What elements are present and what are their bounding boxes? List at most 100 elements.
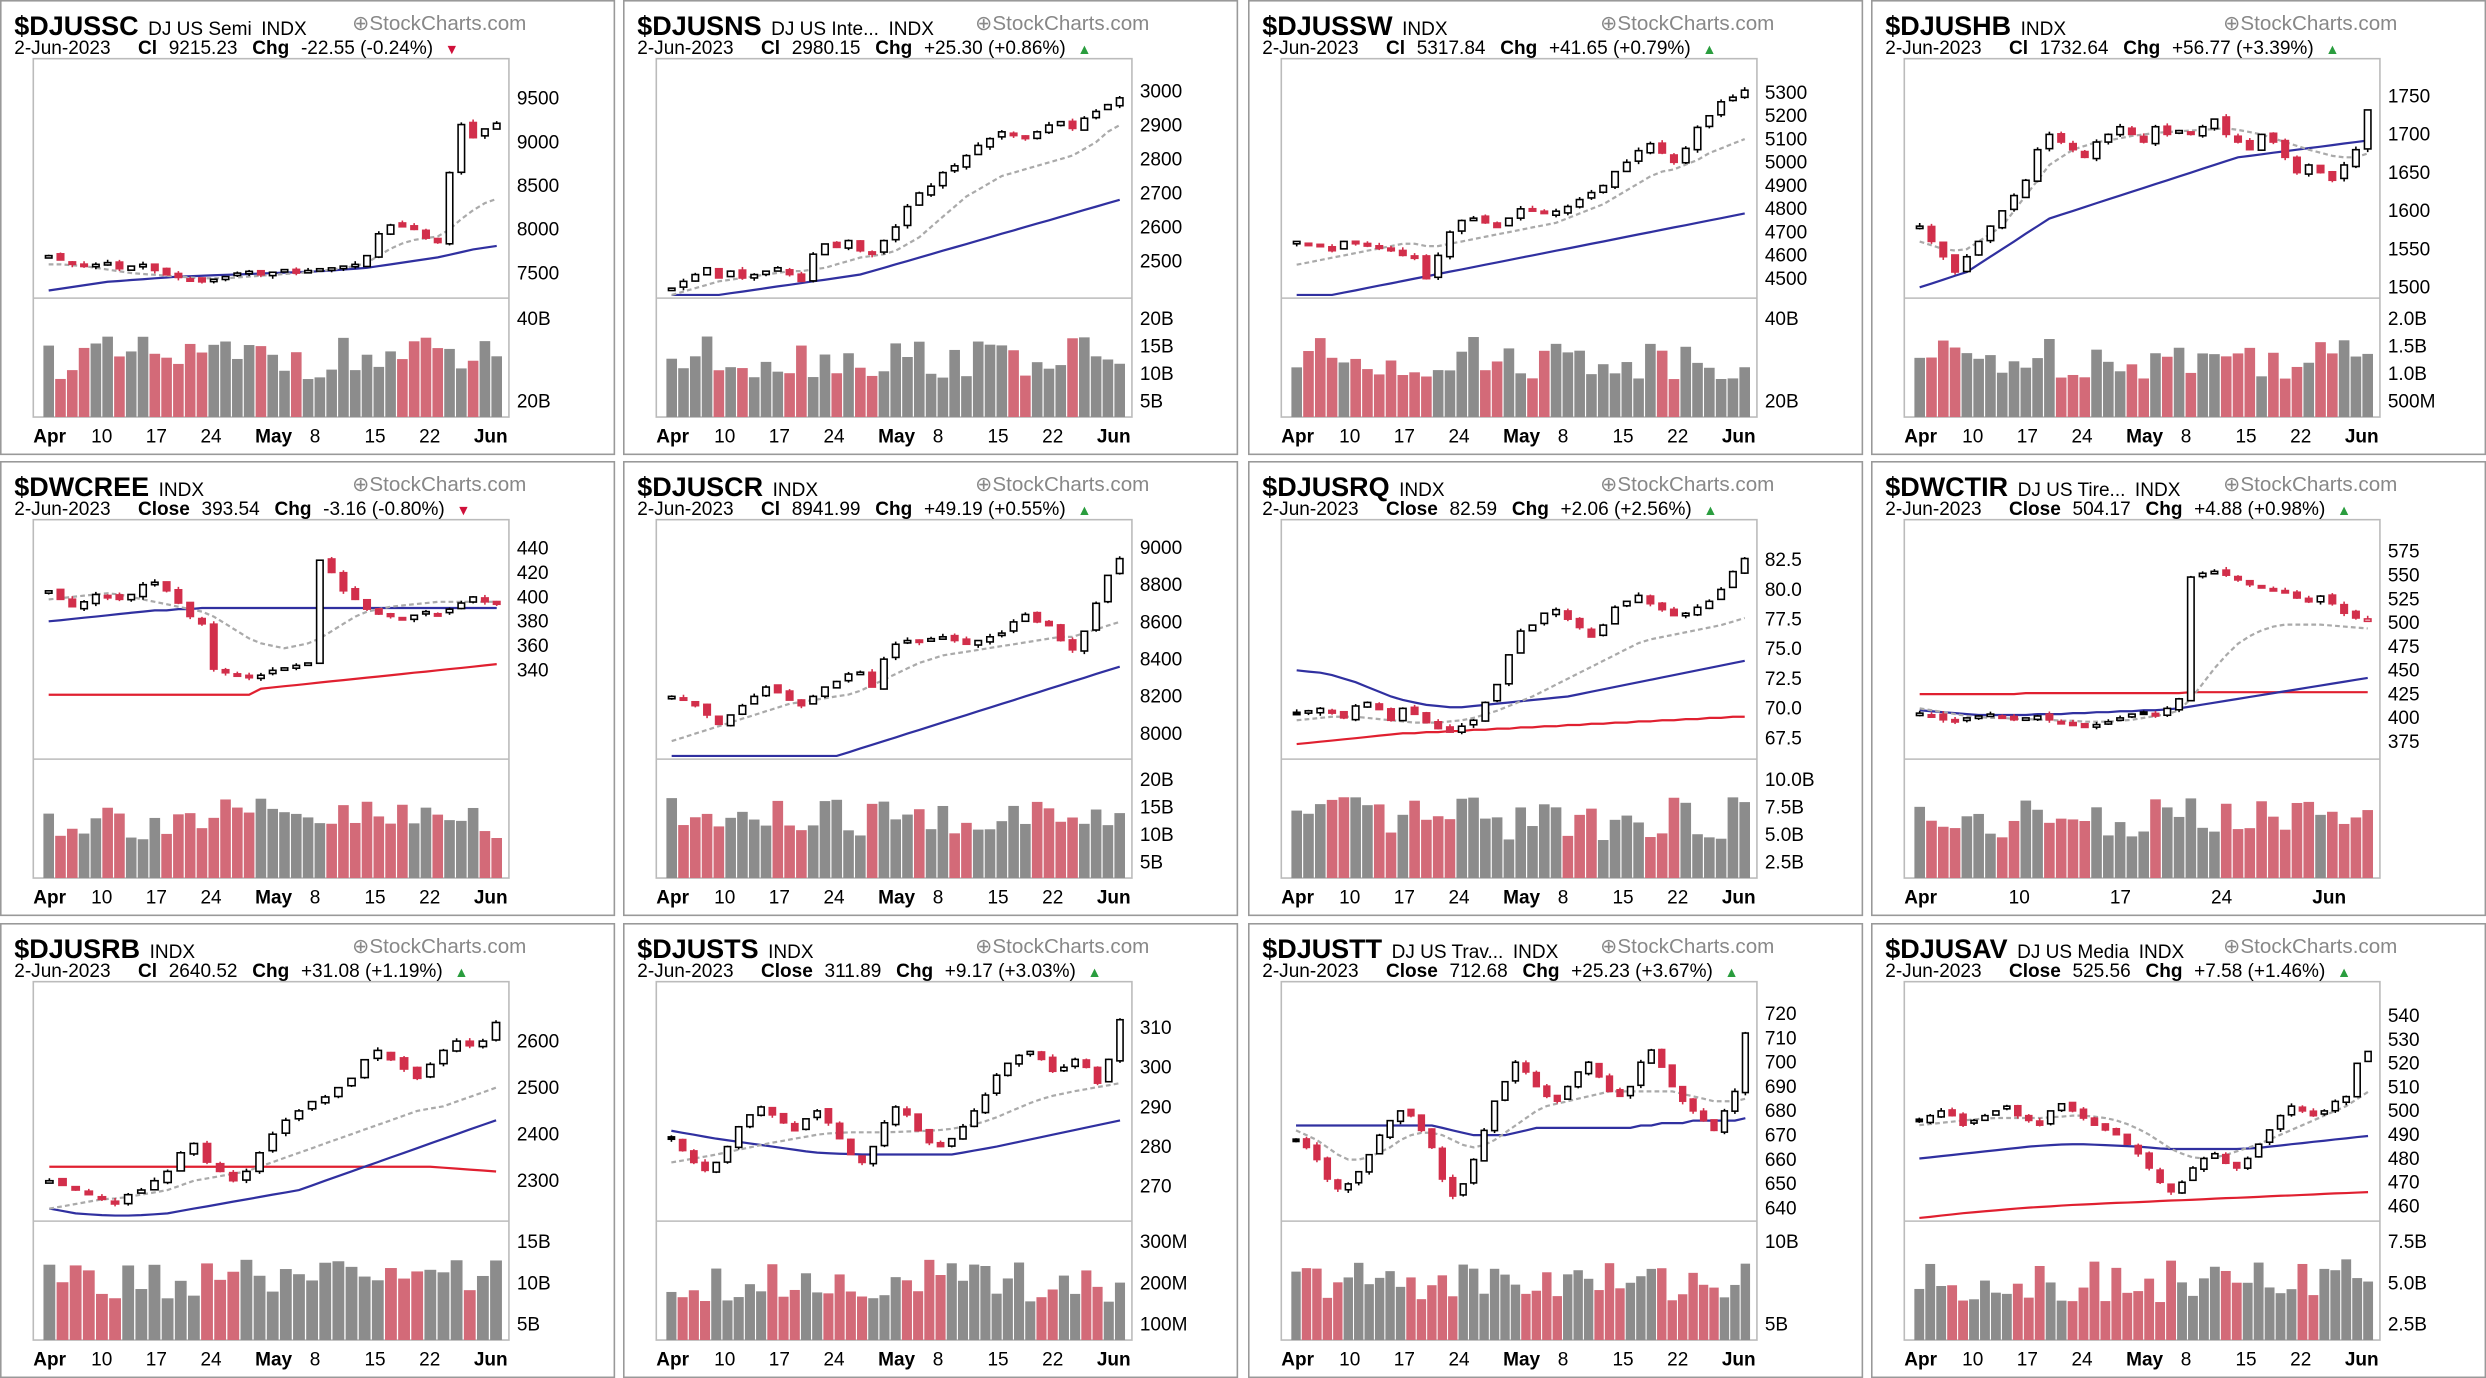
exchange-label: INDX — [261, 17, 307, 40]
volume-bar — [1538, 350, 1550, 418]
candle-body — [690, 1150, 698, 1164]
candle-body — [1292, 711, 1301, 716]
volume-bar — [1914, 357, 1925, 418]
candle-body — [1304, 710, 1313, 715]
x-tick-label: 8 — [933, 426, 944, 447]
volume-tick-label: 200M — [1140, 1273, 1188, 1294]
x-tick-label: 8 — [310, 888, 321, 909]
candle-body — [1033, 612, 1042, 624]
chart-svg: 9500 9000 8500 8000 7500 40B 20B Apr 10 17 24 May 8 1… — [32, 57, 559, 447]
stockcharts-brand: ⊕StockCharts.com — [975, 11, 1149, 36]
volume-tick-label: 5.0B — [2388, 1273, 2427, 1294]
candle-body — [726, 270, 735, 278]
change-label: Chg — [2145, 959, 2183, 982]
symbol-label: $DJUSSC — [14, 11, 139, 42]
volume-bar — [114, 813, 125, 879]
candle-body — [1939, 713, 1948, 722]
volume-bar — [831, 373, 843, 418]
candle-body — [56, 589, 65, 601]
candle-body — [2139, 135, 2148, 143]
candle-body — [421, 611, 430, 616]
globe-icon: ⊕ — [975, 933, 993, 958]
candle-body — [1522, 1062, 1530, 1073]
candle-body — [714, 715, 723, 726]
volume-bar — [2275, 1293, 2286, 1340]
volume-bar — [1115, 1282, 1126, 1340]
volume-bar — [397, 805, 408, 879]
candle-body — [2115, 717, 2124, 722]
candle-body — [1710, 1118, 1718, 1132]
candle-body — [103, 595, 112, 600]
candle-body — [1115, 558, 1124, 575]
candle-body — [891, 226, 900, 241]
volume-bar — [2079, 821, 2090, 879]
volume-bar — [1515, 373, 1526, 418]
close-value: 504.17 — [2072, 497, 2131, 521]
ma-blue-line — [1919, 677, 2368, 717]
candle-body — [1433, 254, 1442, 279]
volume-bar — [1937, 340, 1949, 418]
candle-body — [374, 232, 383, 258]
candle-body — [1080, 117, 1089, 131]
volume-bar — [1079, 824, 1090, 879]
volume-bar — [1014, 1262, 1025, 1340]
volume-bar — [1604, 1263, 1614, 1340]
up-triangle-icon: ▲ — [1702, 41, 1717, 58]
volume-bar — [1597, 840, 1609, 879]
brand-text: StockCharts.com — [369, 933, 527, 958]
candle-body — [386, 613, 395, 618]
candle-body — [824, 1107, 833, 1124]
symbol-label: $DJUSHB — [1885, 11, 2011, 42]
volume-bar — [1510, 1284, 1520, 1340]
candle-body — [2104, 721, 2113, 726]
candle-body — [307, 1100, 317, 1110]
y-tick-label: 690 — [1765, 1077, 1797, 1098]
close-value: 2640.52 — [168, 959, 238, 982]
change-value: +31.08 (+1.19%) — [300, 959, 443, 982]
candle-body — [1539, 612, 1549, 625]
volume-bar — [902, 357, 913, 418]
candle-body — [2198, 125, 2207, 137]
volume-bar — [866, 804, 878, 879]
volume-bar — [1727, 797, 1738, 879]
volume-bar — [1656, 833, 1668, 879]
volume-bar — [1302, 351, 1314, 418]
volume-tick-label: 5B — [1140, 392, 1163, 413]
volume-bar — [2242, 1282, 2253, 1340]
candle-body — [1103, 575, 1113, 603]
volume-bar — [1656, 1268, 1667, 1340]
chart-header: $DJUSNS DJ US Inte... INDX — [637, 11, 934, 43]
candle-body — [2101, 1123, 2110, 1131]
candle-body — [714, 267, 723, 279]
volume-bar — [135, 1288, 148, 1340]
volume-bar — [361, 354, 373, 418]
volume-bar — [2032, 810, 2043, 879]
volume-bar — [1562, 352, 1573, 418]
y-tick-label: 380 — [517, 612, 549, 633]
close-value: 712.68 — [1449, 959, 1508, 982]
volume-bar — [2338, 824, 2350, 879]
x-tick-label: 22 — [2290, 426, 2311, 447]
candle-body — [1598, 624, 1608, 637]
brand-text: StockCharts.com — [2240, 472, 2398, 497]
candle-body — [2112, 1127, 2120, 1136]
volume-tick-label: 15B — [1140, 798, 1174, 819]
x-tick-label: 8 — [310, 1349, 321, 1370]
y-tick-label: 2500 — [1140, 251, 1182, 272]
volume-bar — [2008, 361, 2020, 418]
candle-body — [2339, 164, 2348, 180]
candle-body — [228, 1171, 238, 1182]
candle-body — [1939, 241, 1948, 258]
up-triangle-icon: ▲ — [1703, 502, 1718, 519]
change-label: Chg — [875, 36, 913, 59]
volume-bar — [784, 825, 795, 879]
change-value: +2.06 (+2.56%) — [1560, 497, 1692, 521]
volume-bar — [1447, 1296, 1458, 1340]
x-tick-label: 10 — [2008, 888, 2029, 909]
candle-body — [762, 686, 771, 697]
candle-body — [1511, 1061, 1519, 1082]
volume-bar — [2297, 1263, 2308, 1340]
volume-bar — [958, 1280, 969, 1340]
volume-bar — [1397, 815, 1408, 879]
